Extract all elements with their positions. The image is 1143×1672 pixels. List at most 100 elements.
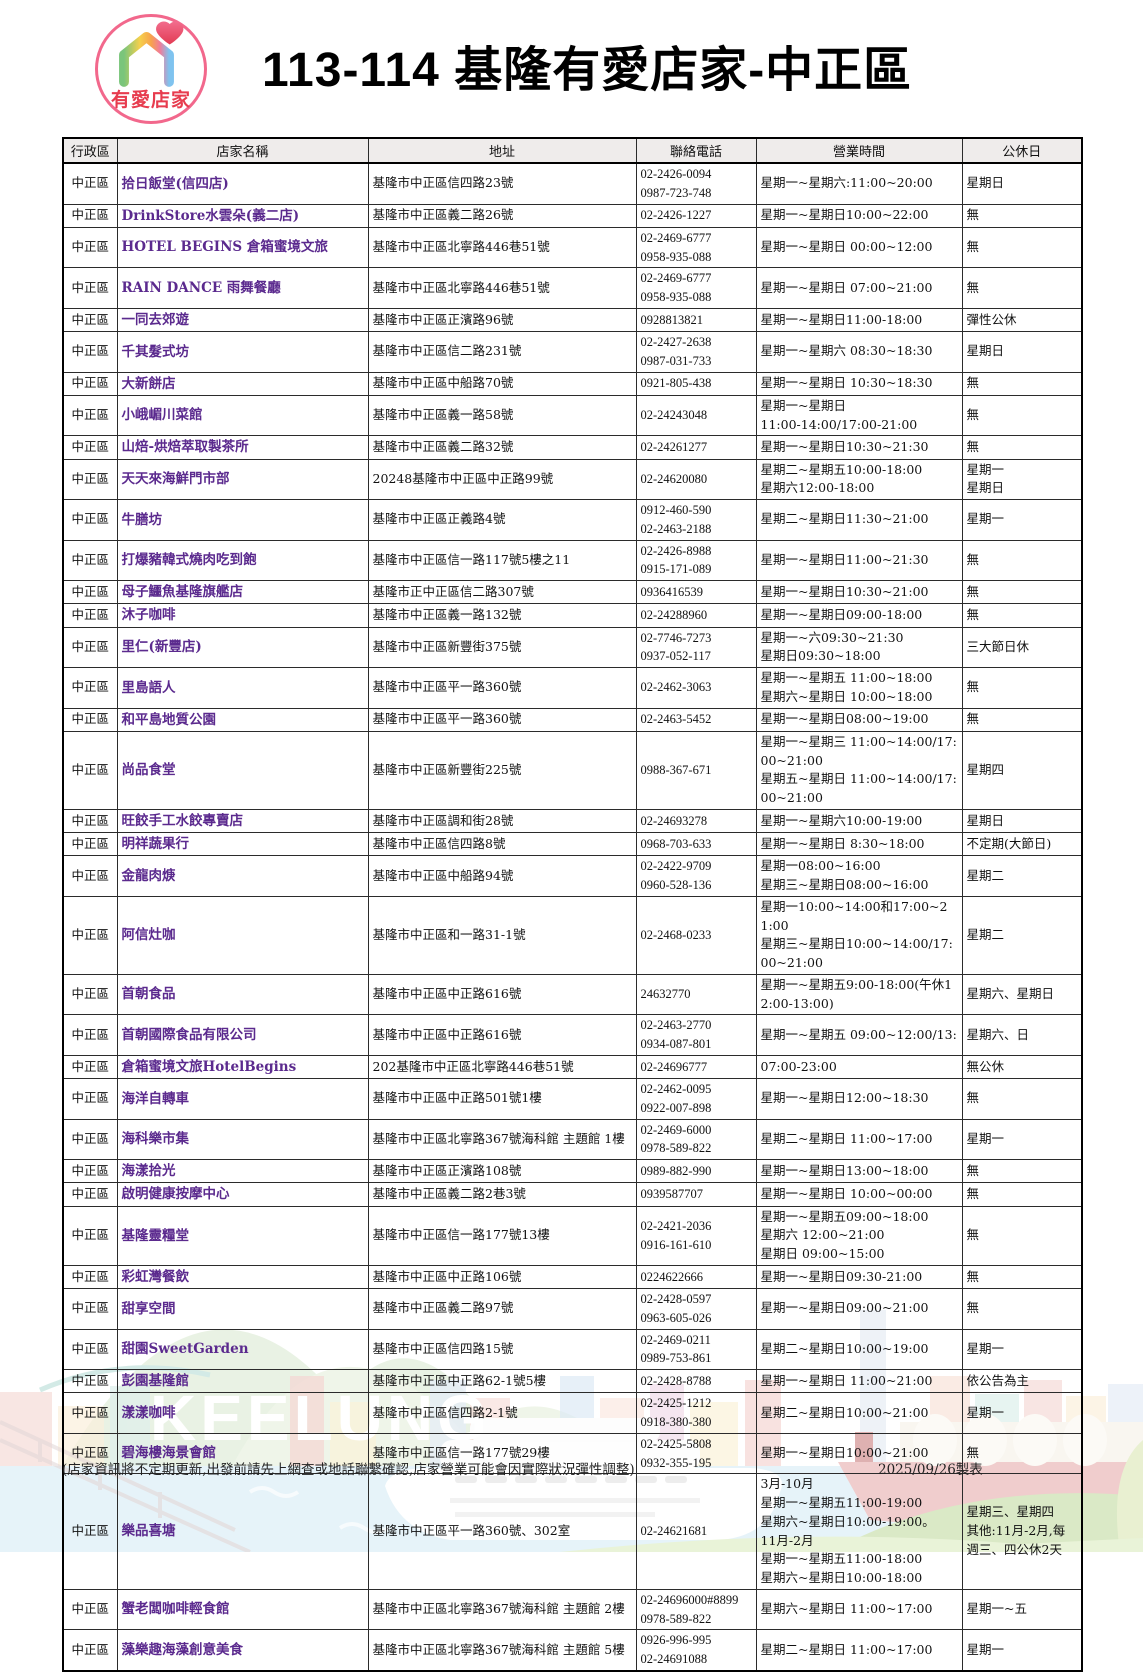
cell-phone: 02-2462-3063 xyxy=(635,667,757,709)
cell-district: 中正區 xyxy=(62,162,118,205)
cell-phone: 02-24696000#8899 0978-589-822 xyxy=(635,1588,757,1631)
cell-store-name: 沐子咖啡 xyxy=(116,603,369,628)
table-row: 中正區 母子鱷魚基隆旗艦店 基隆市正中正區信二路307號 0936416539 星期一~… xyxy=(62,579,1083,605)
table-row: 中正區 啟明健康按摩中心 基隆市中正區義二路2巷3號 0939587707 星期一~星期… xyxy=(62,1182,1083,1207)
cell-address: 基隆市中正區中正路106號 xyxy=(367,1264,637,1290)
cell-store-name: 明祥蔬果行 xyxy=(116,831,369,857)
cell-district: 中正區 xyxy=(62,539,118,581)
cell-store-name: RAIN DANCE 雨舞餐廳 xyxy=(116,267,369,309)
column-header: 營業時間 xyxy=(755,137,963,164)
cell-hours: 星期二~星期日 11:00~17:00 xyxy=(755,1118,963,1160)
cell-closed: 星期二 xyxy=(961,895,1083,975)
cell-closed: 星期日 xyxy=(961,808,1083,834)
cell-hours: 星期一~星期日12:00~18:30 xyxy=(755,1078,963,1120)
cell-phone: 02-2421-2036 0916-161-610 xyxy=(635,1205,757,1266)
cell-closed: 無 xyxy=(961,603,1083,628)
cell-phone: 02-24621681 xyxy=(635,1473,757,1590)
cell-hours: 星期一~星期日 10:30~18:30 xyxy=(755,371,963,396)
cell-closed: 星期一 xyxy=(961,499,1083,541)
cell-phone: 24632770 xyxy=(635,973,757,1016)
cell-closed: 星期六、日 xyxy=(961,1014,1083,1056)
cell-address: 基隆市中正區中正路62-1號5樓 xyxy=(367,1368,637,1394)
cell-district: 中正區 xyxy=(62,1205,118,1266)
cell-hours: 星期一~星期日 07:00~21:00 xyxy=(755,267,963,309)
cell-district: 中正區 xyxy=(62,1473,118,1590)
table-row: 中正區 山焙-烘焙萃取製茶所 基隆市中正區義二路32號 02-24261277 星期一~… xyxy=(62,435,1083,460)
cell-hours: 星期一~星期日11:00-18:00 xyxy=(755,307,963,333)
cell-closed: 無 xyxy=(961,203,1083,228)
cell-phone: 0928813821 xyxy=(635,307,757,333)
table-row: 中正區 彭園基隆館 基隆市中正區中正路62-1號5樓 02-2428-8788 星期一~… xyxy=(62,1368,1083,1394)
cell-store-name: 啟明健康按摩中心 xyxy=(116,1182,369,1207)
cell-address: 基隆市中正區義二路26號 xyxy=(367,203,637,228)
cell-store-name: 天天來海鮮門市部 xyxy=(116,458,369,500)
cell-district: 中正區 xyxy=(62,267,118,309)
cell-district: 中正區 xyxy=(62,394,118,437)
cell-closed: 不定期(大節日) xyxy=(961,831,1083,857)
cell-district: 中正區 xyxy=(62,855,118,897)
cell-phone: 02-2469-0211 0989-753-861 xyxy=(635,1328,757,1370)
cell-address: 基隆市中正區平一路360號、302室 xyxy=(367,1473,637,1590)
table-row: 中正區 尚品食堂 基隆市中正區新豐街225號 0988-367-671 星期一~星期三 … xyxy=(62,730,1083,810)
cell-hours: 星期一~星期日09:00-18:00 xyxy=(755,603,963,628)
cell-store-name: 海漾拾光 xyxy=(116,1158,369,1184)
cell-address: 基隆市中正區信二路231號 xyxy=(367,331,637,373)
table-row: 中正區 千其髮式坊 基隆市中正區信二路231號 02-2427-2638 0987-0… xyxy=(62,331,1083,373)
cell-closed: 無 xyxy=(961,435,1083,460)
cell-address: 基隆市中正區北寧路367號海科館 主題館 2樓 xyxy=(367,1588,637,1631)
cell-phone: 02-24620080 xyxy=(635,458,757,500)
cell-closed: 星期一 星期日 xyxy=(961,458,1083,500)
cell-district: 中正區 xyxy=(62,730,118,810)
cell-phone: 0936416539 xyxy=(635,579,757,605)
cell-address: 基隆市中正區信四路2-1號 xyxy=(367,1392,637,1434)
cell-hours: 星期一~星期五 09:00~12:00/13: xyxy=(755,1014,963,1056)
cell-phone: 0968-703-633 xyxy=(635,831,757,857)
cell-store-name: 母子鱷魚基隆旗艦店 xyxy=(116,579,369,605)
cell-hours: 星期一~星期日09:30-21:00 xyxy=(755,1264,963,1290)
cell-store-name: 打爆豬韓式燒肉吃到飽 xyxy=(116,539,369,581)
cell-hours: 07:00-23:00 xyxy=(755,1054,963,1080)
cell-hours: 星期二~星期日10:00~19:00 xyxy=(755,1328,963,1370)
cell-address: 基隆市中正區中正路501號1樓 xyxy=(367,1078,637,1120)
cell-address: 基隆市中正區正濱路108號 xyxy=(367,1158,637,1184)
cell-closed: 無 xyxy=(961,1182,1083,1207)
cell-closed: 無 xyxy=(961,539,1083,581)
cell-closed: 星期一 xyxy=(961,1328,1083,1370)
cell-hours: 星期一~星期日 8:30~18:00 xyxy=(755,831,963,857)
column-header: 店家名稱 xyxy=(116,137,369,164)
cell-address: 202基隆市中正區北寧路446巷51號 xyxy=(367,1054,637,1080)
cell-hours: 星期一~星期日 10:00~00:00 xyxy=(755,1182,963,1207)
cell-store-name: 千其髮式坊 xyxy=(116,331,369,373)
table-row: 中正區 小峨嵋川菜館 基隆市中正區義一路58號 02-24243048 星期一~星期日 … xyxy=(62,394,1083,437)
cell-hours: 星期一~星期日10:00~21:00 xyxy=(755,1432,963,1475)
cell-store-name: 彭園基隆館 xyxy=(116,1368,369,1394)
cell-closed: 無 xyxy=(961,707,1083,732)
cell-hours: 星期一~六09:30~21:30 星期日09:30~18:00 xyxy=(755,626,963,668)
cell-phone: 02-2426-8988 0915-171-089 xyxy=(635,539,757,581)
cell-store-name: 甜園SweetGarden xyxy=(116,1328,369,1370)
cell-store-name: 漾漾咖啡 xyxy=(116,1392,369,1434)
cell-hours: 星期一~星期五9:00-18:00(午休12:00-13:00) xyxy=(755,973,963,1016)
cell-address: 基隆市中正區平一路360號 xyxy=(367,707,637,732)
table-row: 中正區 金龍肉焿 基隆市中正區中船路94號 02-2422-9709 0960-528… xyxy=(62,855,1083,897)
cell-hours: 星期二~星期日10:00~21:00 xyxy=(755,1392,963,1434)
table-row: 中正區 甜享空間 基隆市中正區義二路97號 02-2428-0597 0963-605… xyxy=(62,1288,1083,1330)
cell-phone: 02-2425-5808 0932-355-195 xyxy=(635,1432,757,1475)
table-row: 中正區 阿信灶咖 基隆市中正區和一路31-1號 02-2468-0233 星期一10:0… xyxy=(62,895,1083,975)
cell-phone: 02-2427-2638 0987-031-733 xyxy=(635,331,757,373)
cell-closed: 依公告為主 xyxy=(961,1368,1083,1394)
cell-hours: 星期一~星期日10:30~21:30 xyxy=(755,435,963,460)
cell-closed: 星期一 xyxy=(961,1629,1083,1672)
table-row: 中正區 拾日飯堂(信四店) 基隆市中正區信四路23號 02-2426-0094 098… xyxy=(62,162,1083,205)
cell-hours: 星期一~星期日09:00~21:00 xyxy=(755,1288,963,1330)
cell-hours: 星期一~星期日10:00~22:00 xyxy=(755,203,963,228)
cell-district: 中正區 xyxy=(62,226,118,269)
cell-address: 基隆市中正區義二路97號 xyxy=(367,1288,637,1330)
cell-store-name: 藻樂趣海藻創意美食 xyxy=(116,1629,369,1672)
column-header: 地址 xyxy=(367,137,637,164)
cell-district: 中正區 xyxy=(62,1078,118,1120)
cell-hours: 星期一~星期五 11:00~18:00 星期六~星期日 10:00~18:00 xyxy=(755,667,963,709)
cell-hours: 星期一~星期日13:00~18:00 xyxy=(755,1158,963,1184)
table-row: 中正區 大新餅店 基隆市中正區中船路70號 0921-805-438 星期一~星期日 1… xyxy=(62,371,1083,396)
cell-district: 中正區 xyxy=(62,458,118,500)
